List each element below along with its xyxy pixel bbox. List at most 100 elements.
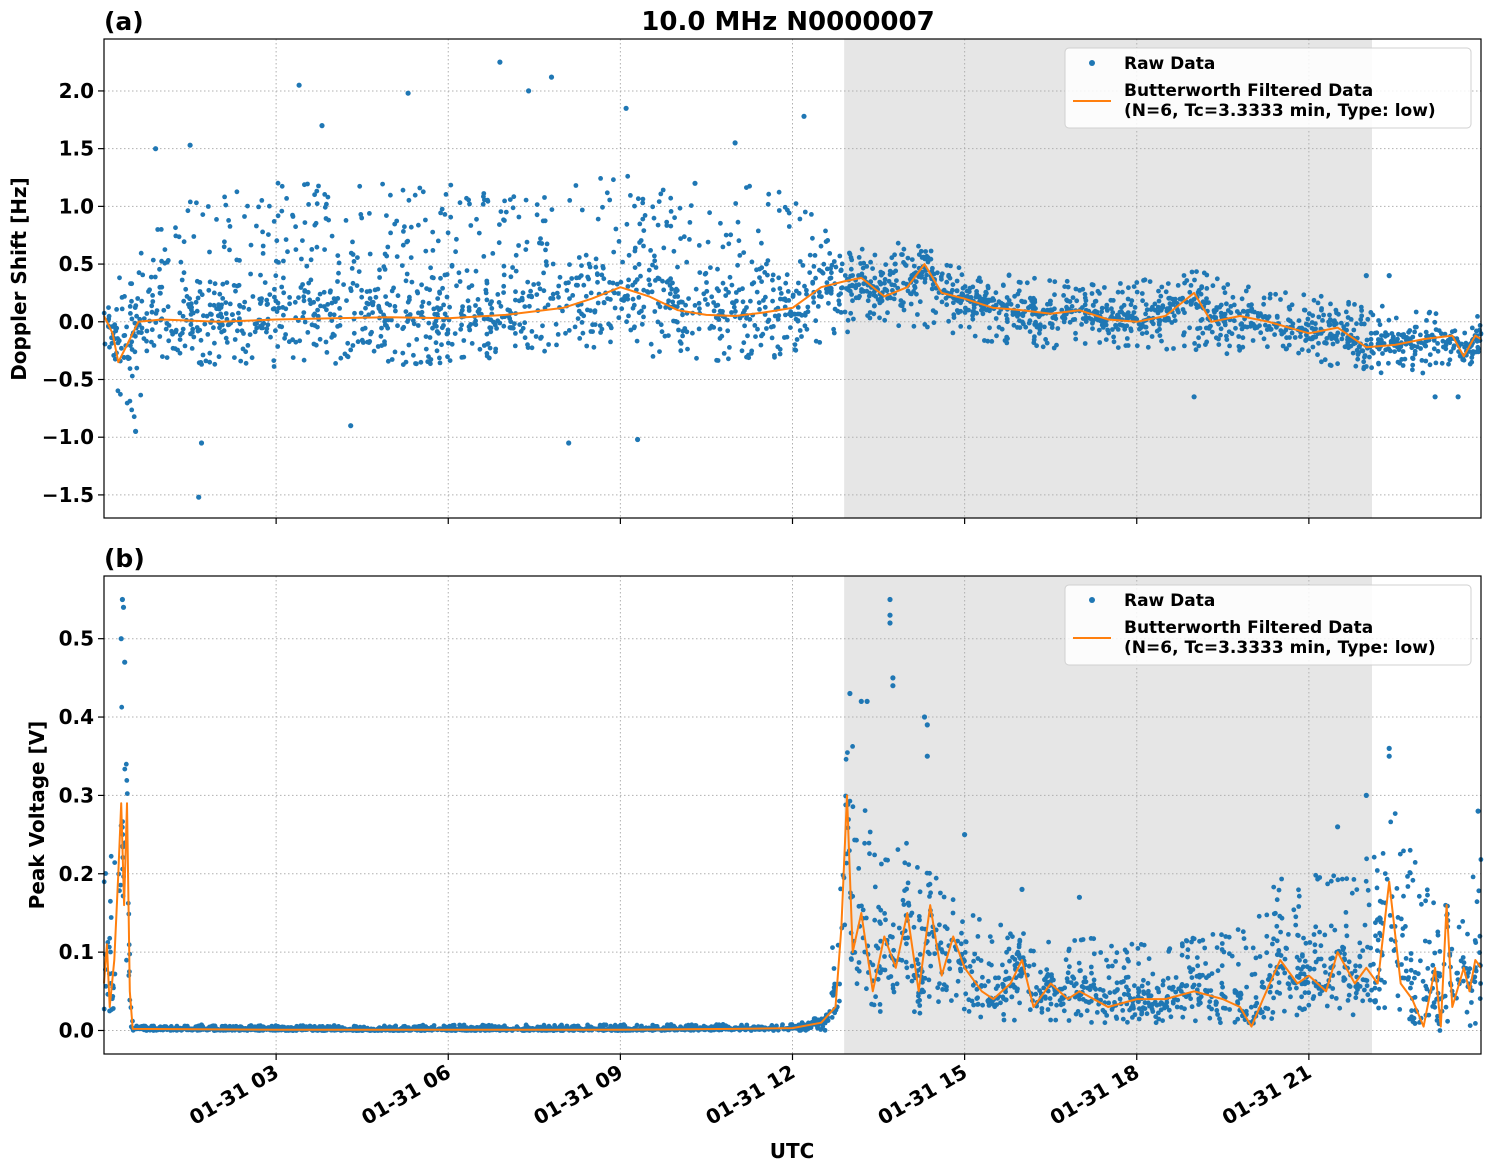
raw-data-point: [233, 288, 238, 294]
raw-data-point: [227, 247, 232, 253]
raw-data-point: [359, 215, 365, 221]
raw-data-point: [299, 256, 304, 262]
raw-data-point: [1190, 935, 1196, 941]
raw-data-point: [1143, 311, 1148, 317]
raw-data-point: [1146, 956, 1152, 962]
raw-data-point: [1271, 995, 1276, 1001]
raw-data-outlier: [198, 440, 205, 446]
raw-data-point: [817, 289, 822, 295]
raw-data-point: [364, 300, 370, 306]
raw-data-point: [953, 992, 959, 998]
raw-data-point: [395, 293, 401, 299]
raw-data-point: [1181, 273, 1187, 278]
raw-data-point: [845, 329, 850, 335]
raw-data-point: [1388, 937, 1394, 942]
raw-data-point: [1329, 994, 1335, 1000]
raw-data-point: [1018, 280, 1023, 285]
raw-data-point: [469, 283, 475, 288]
raw-data-point: [1010, 934, 1015, 939]
raw-data-point: [781, 296, 786, 302]
raw-data-point: [1061, 319, 1067, 325]
raw-data-point: [1120, 1016, 1126, 1022]
raw-data-point: [1002, 338, 1008, 343]
raw-data-point: [180, 326, 186, 332]
raw-data-point: [1178, 296, 1184, 302]
raw-data-point: [901, 260, 906, 265]
raw-data-point: [794, 288, 799, 294]
raw-data-point: [1033, 306, 1038, 311]
raw-data-point: [1396, 347, 1402, 353]
raw-data-point: [845, 750, 850, 755]
raw-data-point: [1365, 887, 1371, 893]
raw-data-point: [384, 213, 389, 219]
raw-data-point: [144, 338, 149, 344]
raw-data-point: [242, 214, 247, 219]
raw-data-point: [332, 333, 337, 338]
raw-data-point: [811, 300, 817, 305]
raw-data-point: [1196, 343, 1202, 349]
raw-data-point: [1196, 335, 1201, 341]
raw-data-point: [473, 303, 478, 308]
raw-data-point: [838, 886, 843, 892]
raw-data-point: [1139, 1011, 1144, 1017]
raw-data-point: [1039, 1006, 1045, 1011]
raw-data-point: [1476, 888, 1482, 894]
raw-data-point: [1106, 1000, 1112, 1006]
raw-data-point: [1298, 967, 1304, 972]
raw-data-point: [588, 329, 594, 334]
raw-data-point: [887, 934, 893, 939]
raw-data-point: [1457, 353, 1463, 359]
raw-data-point: [333, 299, 338, 305]
raw-data-point: [1405, 977, 1411, 982]
raw-data-point: [1373, 933, 1378, 939]
raw-data-point: [267, 292, 273, 297]
raw-data-point: [725, 328, 731, 334]
raw-data-point: [427, 335, 433, 340]
raw-data-point: [1248, 320, 1254, 326]
raw-data-point: [1203, 961, 1208, 966]
raw-data-point: [884, 288, 890, 294]
raw-data-point: [1432, 950, 1438, 956]
raw-data-point: [1109, 314, 1114, 319]
raw-data-point: [688, 203, 694, 209]
raw-data-point: [917, 299, 923, 305]
raw-data-point: [216, 302, 222, 308]
raw-data-point: [473, 268, 479, 274]
raw-data-point: [646, 277, 652, 283]
raw-data-point: [1340, 947, 1346, 953]
raw-data-point: [140, 272, 146, 278]
raw-data-point: [1044, 981, 1049, 987]
raw-data-point: [1042, 324, 1047, 330]
raw-data-point: [809, 212, 814, 217]
raw-data-point: [205, 204, 211, 209]
raw-data-point: [895, 285, 901, 291]
raw-data-point: [686, 296, 691, 301]
raw-data-point: [1157, 333, 1163, 338]
raw-data-point: [481, 194, 486, 200]
raw-data-point: [668, 195, 674, 201]
raw-data-point: [1024, 280, 1030, 286]
raw-data-point: [618, 279, 624, 285]
raw-data-point: [245, 203, 250, 209]
raw-data-point: [599, 326, 605, 332]
raw-data-point: [106, 944, 112, 950]
raw-data-point: [944, 262, 950, 268]
raw-data-point: [271, 219, 277, 224]
raw-data-point: [183, 286, 189, 292]
raw-data-point: [797, 216, 803, 222]
raw-data-point: [823, 239, 829, 245]
raw-data-point: [1439, 331, 1444, 337]
raw-data-point: [1224, 333, 1229, 339]
y-tick-label: −1.0: [42, 425, 94, 449]
raw-data-point: [517, 322, 523, 327]
raw-data-point: [1379, 333, 1384, 338]
raw-data-point: [1439, 360, 1445, 366]
raw-data-point: [1313, 326, 1318, 332]
raw-data-point: [991, 297, 997, 303]
raw-data-point: [904, 965, 910, 971]
raw-data-point: [115, 388, 121, 394]
raw-data-point: [400, 242, 406, 248]
raw-data-point: [821, 261, 827, 267]
raw-data-point: [188, 322, 194, 327]
raw-data-point: [664, 219, 670, 225]
